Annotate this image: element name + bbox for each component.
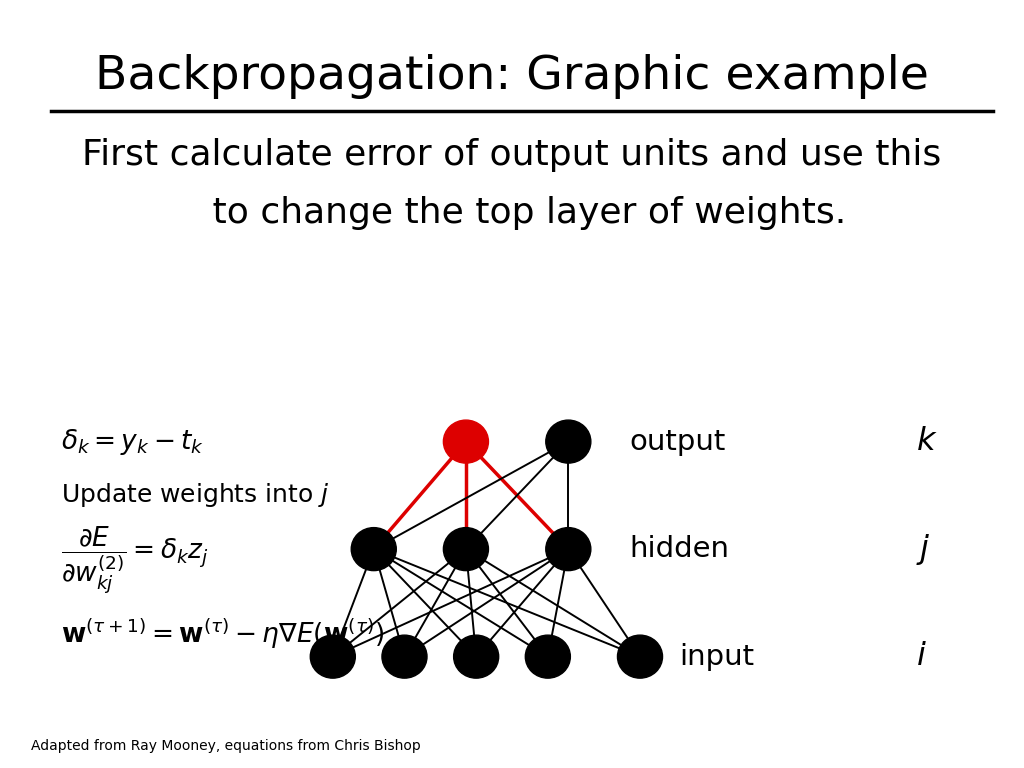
Text: output: output — [630, 428, 726, 455]
Text: input: input — [679, 643, 754, 670]
Text: Adapted from Ray Mooney, equations from Chris Bishop: Adapted from Ray Mooney, equations from … — [31, 739, 421, 753]
Ellipse shape — [310, 635, 355, 678]
Text: hidden: hidden — [630, 535, 730, 563]
Ellipse shape — [443, 420, 488, 463]
Ellipse shape — [525, 635, 570, 678]
Text: $\mathbf{w}^{(\tau+1)} = \mathbf{w}^{(\tau)} - \eta\nabla E(\mathbf{w}^{(\tau)}): $\mathbf{w}^{(\tau+1)} = \mathbf{w}^{(\t… — [61, 617, 385, 650]
Text: Backpropagation: Graphic example: Backpropagation: Graphic example — [95, 54, 929, 99]
Text: $\delta_k = y_k - t_k$: $\delta_k = y_k - t_k$ — [61, 426, 205, 457]
Ellipse shape — [546, 420, 591, 463]
Text: $\dfrac{\partial E}{\partial w_{kj}^{(2)}} = \delta_k z_j$: $\dfrac{\partial E}{\partial w_{kj}^{(2)… — [61, 525, 209, 596]
Ellipse shape — [617, 635, 663, 678]
Text: Update weights into $j$: Update weights into $j$ — [61, 482, 330, 509]
Text: First calculate error of output units and use this: First calculate error of output units an… — [82, 138, 942, 172]
Text: $k$: $k$ — [916, 426, 938, 457]
Text: $i$: $i$ — [916, 641, 927, 672]
Ellipse shape — [351, 528, 396, 571]
Ellipse shape — [454, 635, 499, 678]
Ellipse shape — [382, 635, 427, 678]
Ellipse shape — [443, 528, 488, 571]
Text: to change the top layer of weights.: to change the top layer of weights. — [178, 196, 846, 230]
Ellipse shape — [546, 528, 591, 571]
Text: $j$: $j$ — [916, 531, 931, 567]
